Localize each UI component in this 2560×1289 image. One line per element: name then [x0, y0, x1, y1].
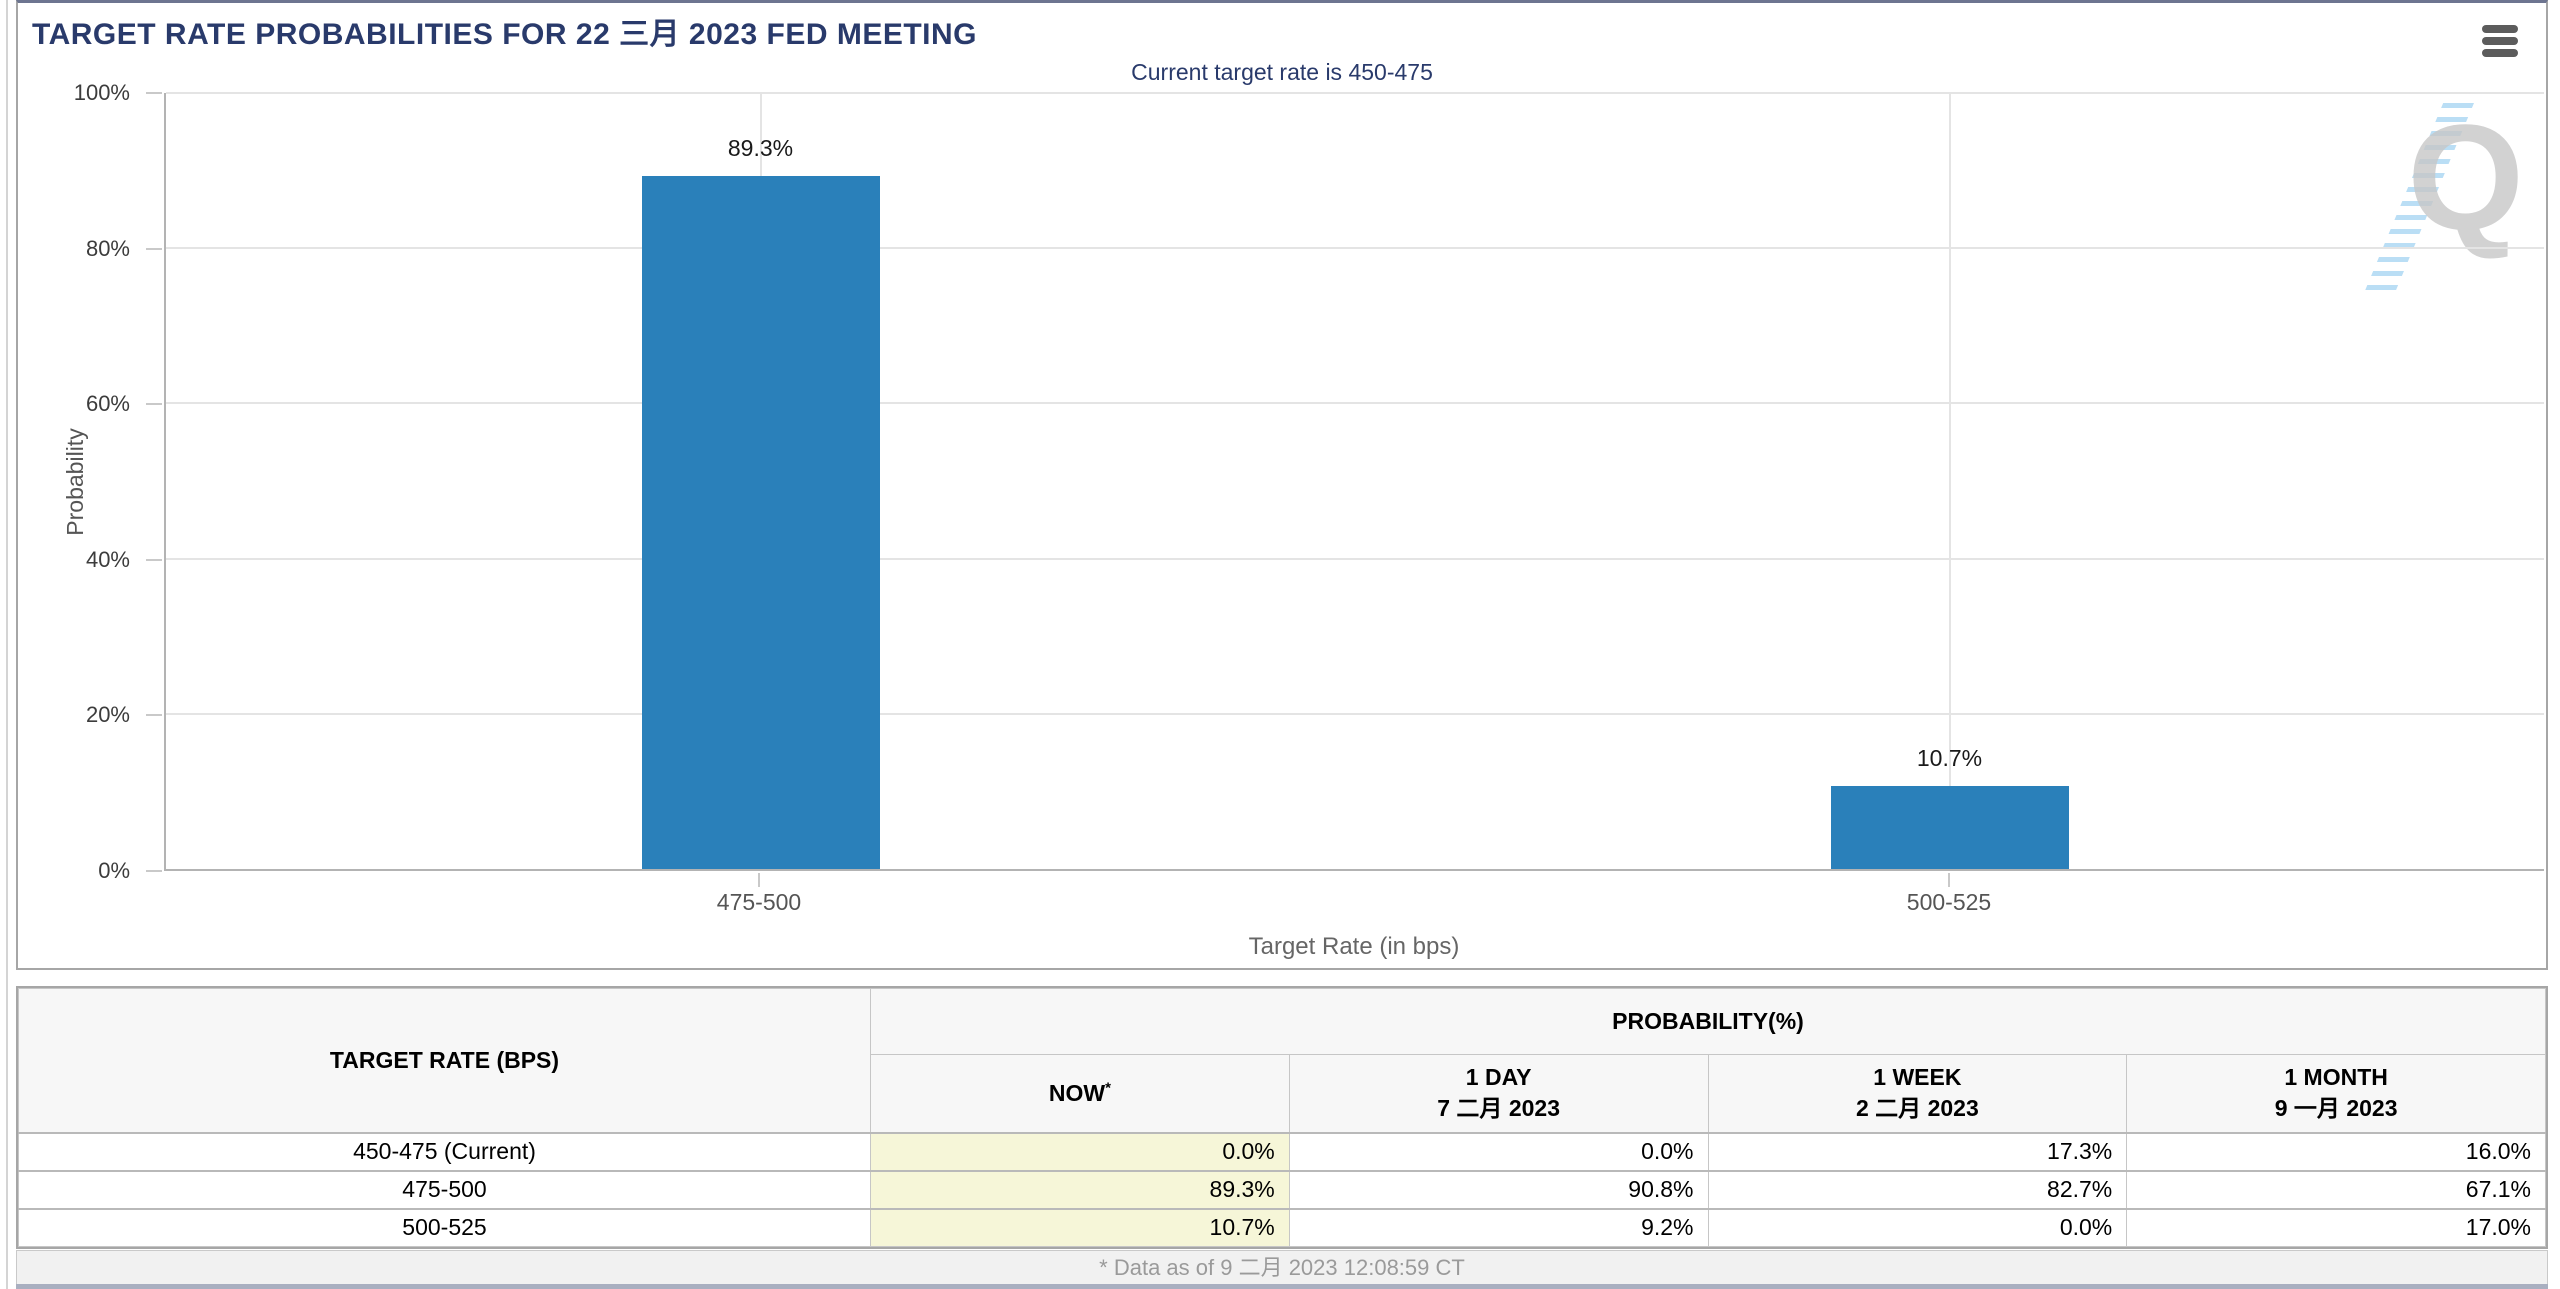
table-row: 450-475 (Current) 0.0% 0.0% 17.3% 16.0%	[18, 1132, 2546, 1171]
x-tick-label: 475-500	[716, 889, 802, 915]
probability-cell: 82.7%	[1707, 1170, 2128, 1209]
table-row: 475-500 89.3% 90.8% 82.7% 67.1%	[18, 1170, 2546, 1209]
y-gridline	[166, 92, 2544, 94]
y-tick-mark	[146, 870, 162, 872]
page-title: TARGET RATE PROBABILITIES FOR 22 三月 2023…	[32, 18, 977, 51]
col-date: 7 二月 2023	[1437, 1095, 1560, 1122]
y-tick-label: 20%	[85, 702, 130, 728]
bottom-accent-bar	[16, 1284, 2548, 1289]
now-asterisk: *	[1105, 1079, 1111, 1097]
hamburger-bar	[2482, 37, 2518, 45]
target-rate-cell: 475-500	[18, 1170, 871, 1209]
y-gridline	[166, 712, 2544, 715]
y-tick-mark	[146, 558, 162, 561]
probability-cell: 0.0%	[870, 1132, 1290, 1171]
col-date: 2 二月 2023	[1856, 1095, 1979, 1122]
probability-cell: 10.7%	[870, 1208, 1290, 1247]
y-tick-label: 0%	[98, 858, 130, 883]
bar-value-label: 10.7%	[1916, 744, 1983, 771]
chart-subtitle: Current target rate is 450-475	[1131, 59, 1433, 85]
col-label: 1 DAY	[1465, 1064, 1532, 1091]
col-header-now: NOW*	[870, 1054, 1290, 1133]
bar-475-500[interactable]	[641, 176, 880, 869]
y-tick-label: 80%	[85, 235, 130, 261]
probability-cell: 67.1%	[2126, 1170, 2546, 1209]
col-header-probability-group: PROBABILITY(%)	[870, 988, 2546, 1055]
y-gridline	[166, 557, 2544, 560]
probability-table: TARGET RATE (BPS) PROBABILITY(%) NOW* 1 …	[18, 988, 2546, 1247]
probability-cell: 17.0%	[2126, 1208, 2546, 1247]
y-tick-label: 40%	[85, 546, 130, 572]
hamburger-bar	[2482, 25, 2518, 33]
probability-cell: 16.0%	[2126, 1132, 2546, 1171]
x-axis-title: Target Rate (in bps)	[1248, 933, 1460, 960]
col-header-1week: 1 WEEK 2 二月 2023	[1707, 1054, 2128, 1133]
y-axis-labels: 0% 20% 40% 60% 80% 100%	[18, 80, 164, 883]
y-tick-mark	[146, 403, 162, 406]
table-body: 450-475 (Current) 0.0% 0.0% 17.3% 16.0% 475-5…	[18, 1132, 2546, 1247]
x-tick-mark	[1948, 873, 1950, 887]
bar-500-525[interactable]	[1830, 785, 2069, 869]
now-label: NOW	[1048, 1079, 1106, 1106]
x-gridline	[1948, 93, 1951, 869]
table-row: 500-525 10.7% 9.2% 0.0% 17.0%	[18, 1208, 2546, 1247]
hamburger-bar	[2482, 49, 2518, 57]
col-label: 1 MONTH	[2284, 1064, 2388, 1091]
col-header-1day: 1 DAY 7 二月 2023	[1288, 1054, 1709, 1133]
y-gridline	[166, 402, 2544, 405]
page-left-divider	[6, 0, 8, 1289]
hamburger-menu-icon[interactable]	[2482, 25, 2518, 57]
probability-table-panel: TARGET RATE (BPS) PROBABILITY(%) NOW* 1 …	[16, 986, 2548, 1249]
probability-cell: 17.3%	[1707, 1132, 2128, 1171]
x-tick-mark	[758, 873, 760, 887]
col-label: 1 WEEK	[1873, 1064, 1962, 1091]
x-tick-label: 500-525	[1906, 889, 1992, 915]
col-date: 9 一月 2023	[2274, 1095, 2398, 1122]
probability-cell: 90.8%	[1288, 1170, 1709, 1209]
bar-value-label: 89.3%	[727, 135, 794, 162]
plot-area: 89.3% 10.7%	[164, 92, 2544, 871]
y-tick-label: 60%	[85, 391, 130, 417]
y-tick-mark	[146, 247, 162, 250]
probability-cell: 0.0%	[1707, 1208, 2128, 1247]
data-as-of-footnote: * Data as of 9 二月 2023 12:08:59 CT	[16, 1250, 2548, 1286]
y-tick-mark	[146, 714, 162, 717]
target-rate-cell: 450-475 (Current)	[18, 1132, 871, 1171]
col-header-target-rate: TARGET RATE (BPS)	[18, 988, 871, 1133]
target-rate-cell: 500-525	[18, 1208, 871, 1247]
col-header-1month: 1 MONTH 9 一月 2023	[2126, 1054, 2546, 1133]
x-axis-labels: 475-500 500-525	[164, 871, 2544, 923]
y-tick-mark	[146, 92, 162, 94]
probability-cell: 0.0%	[1288, 1132, 1709, 1171]
probability-cell: 89.3%	[870, 1170, 1290, 1209]
chart-panel: TARGET RATE PROBABILITIES FOR 22 三月 2023…	[16, 0, 2548, 970]
y-tick-label: 100%	[73, 80, 130, 105]
y-gridline	[166, 247, 2544, 250]
probability-cell: 9.2%	[1288, 1208, 1709, 1247]
